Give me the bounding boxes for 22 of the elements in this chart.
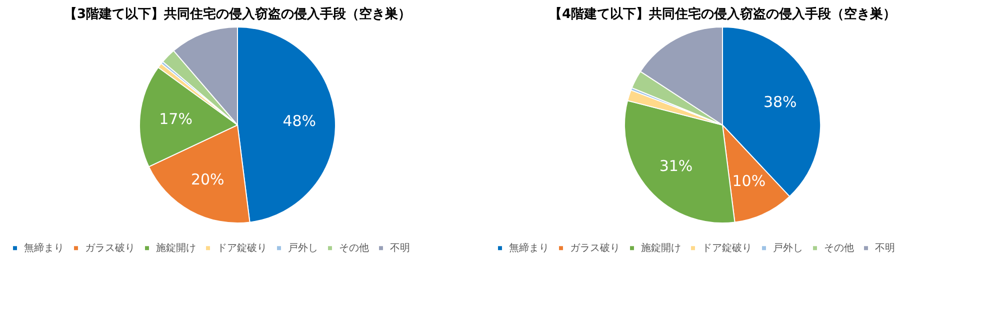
legend-label: その他 [824,242,854,254]
legend-label: 戸外し [288,243,318,254]
legend-label: 不明 [390,243,410,254]
data-label: 17% [159,110,192,128]
legend-label: 戸外し [773,243,803,254]
legend-label: 施錠開け [156,242,196,254]
legend-label: ガラス破り [85,242,135,254]
legend-label: ガラス破り [570,242,620,254]
legend-label: 無締まり [24,242,64,254]
legend-label: 無締まり [509,242,549,254]
legend-label: その他 [339,242,369,254]
legend-label: 不明 [875,243,895,254]
data-label: 20% [190,170,224,188]
legend-label: 施錠開け [641,242,681,254]
data-label: 31% [659,157,693,175]
data-label: 10% [732,172,766,190]
chart-title: 【4階建て以下】共同住宅の侵入窃盗の侵入手段（空き巣） [548,6,896,22]
data-label: 38% [763,93,797,112]
legend-label: ドア錠破り [217,242,267,254]
legend-label: ドア錠破り [702,242,752,254]
data-label: 48% [282,112,316,130]
chart-title: 【3階建て以下】共同住宅の侵入窃盗の侵入手段（空き巣） [64,6,412,22]
